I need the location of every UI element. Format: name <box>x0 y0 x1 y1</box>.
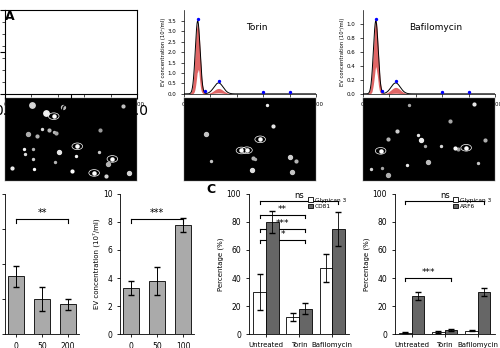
Bar <box>266 222 278 334</box>
X-axis label: Size (nm): Size (nm) <box>56 108 86 113</box>
Bar <box>124 288 139 334</box>
Y-axis label: EV concentration (10⁸/ml): EV concentration (10⁸/ml) <box>340 18 345 86</box>
Text: ***: *** <box>150 208 164 218</box>
Bar <box>34 299 50 334</box>
Text: Bafilomycin: Bafilomycin <box>409 23 462 32</box>
Bar <box>8 276 24 334</box>
Text: ns: ns <box>294 190 304 199</box>
Bar <box>176 225 191 334</box>
Point <box>16 16 24 21</box>
Point <box>80 89 88 95</box>
Y-axis label: EV concentration (10⁸/ml): EV concentration (10⁸/ml) <box>161 18 166 86</box>
Point <box>464 90 472 95</box>
Text: Torin: Torin <box>246 23 268 32</box>
Bar <box>478 292 490 334</box>
Bar <box>254 292 266 334</box>
Bar <box>399 333 411 334</box>
Y-axis label: Percentage (%): Percentage (%) <box>218 237 224 291</box>
Bar <box>412 296 424 334</box>
Point <box>378 88 386 94</box>
Point <box>214 79 222 84</box>
Text: C: C <box>206 183 216 196</box>
Text: **: ** <box>278 205 287 214</box>
Point <box>286 90 294 95</box>
Bar <box>320 268 332 334</box>
X-axis label: Size (nm): Size (nm) <box>235 108 265 113</box>
Legend: Glypican 3, ARF6: Glypican 3, ARF6 <box>452 197 492 209</box>
Bar <box>286 317 299 334</box>
Point <box>392 79 400 84</box>
Text: *: * <box>280 230 285 239</box>
Text: ***: *** <box>276 219 289 228</box>
Bar <box>332 229 344 334</box>
Text: A: A <box>5 10 15 23</box>
Bar <box>150 281 165 334</box>
Text: ***: *** <box>422 268 435 277</box>
Legend: Glypican 3, CD81: Glypican 3, CD81 <box>307 197 346 209</box>
X-axis label: Size (nm): Size (nm) <box>414 108 444 113</box>
Text: ns: ns <box>440 190 450 199</box>
Point <box>259 90 267 95</box>
Text: Untreated: Untreated <box>55 23 100 32</box>
Point <box>438 90 446 95</box>
Point <box>200 88 208 94</box>
Point <box>23 89 31 94</box>
Y-axis label: EV concentration (10⁷/ml): EV concentration (10⁷/ml) <box>92 219 100 309</box>
Point <box>194 17 202 22</box>
Point <box>328 25 336 31</box>
Bar <box>299 309 312 334</box>
Bar <box>60 304 76 334</box>
Text: **: ** <box>38 208 47 218</box>
Bar <box>432 332 445 334</box>
Point <box>38 79 46 84</box>
Bar <box>466 331 478 334</box>
Bar <box>445 330 458 334</box>
Point <box>107 89 115 95</box>
Point <box>132 16 140 22</box>
Point <box>372 17 380 22</box>
Y-axis label: Percentage (%): Percentage (%) <box>363 237 370 291</box>
